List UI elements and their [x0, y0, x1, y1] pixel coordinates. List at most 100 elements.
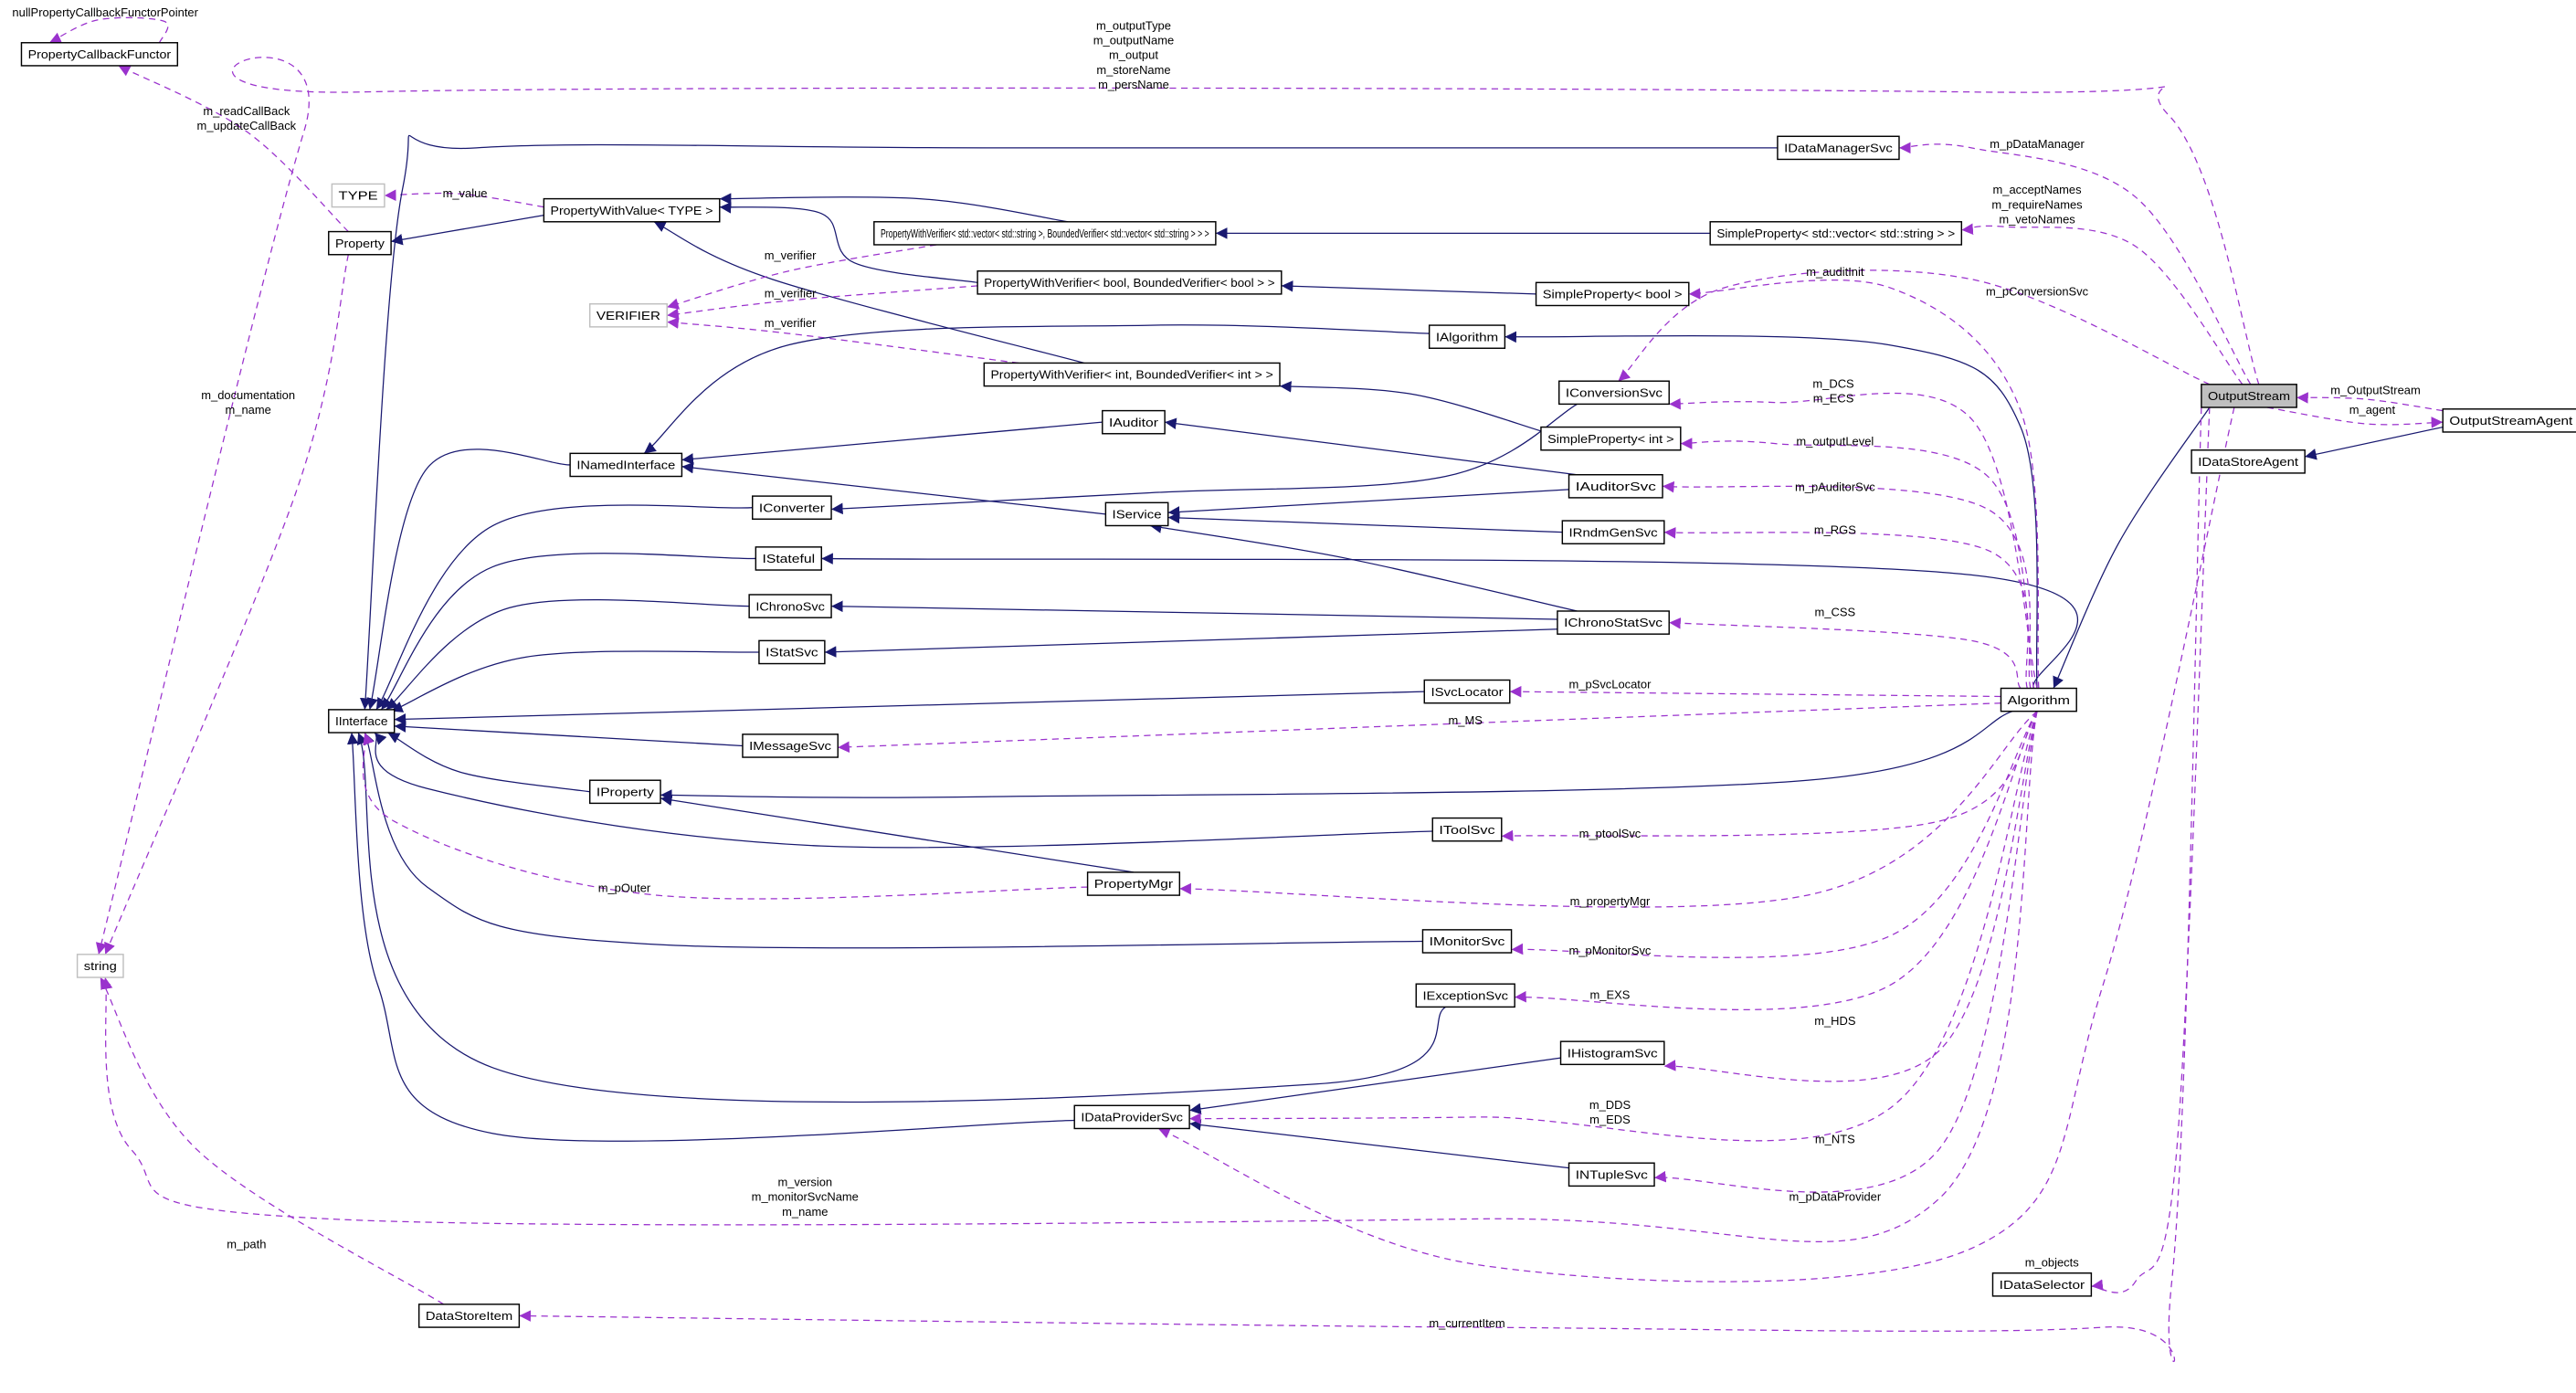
- class-node-box: [755, 546, 822, 571]
- class-node-box: [2000, 687, 2077, 712]
- class-node-verifier: VERIFIER: [588, 302, 668, 328]
- inheritance-edge-ialgorithm-to-inamedinterface: [643, 324, 1430, 454]
- inheritance-edge-ichronostatsvc-to-istatsvc: [824, 628, 1557, 658]
- class-node-itoolsvc[interactable]: IToolSvc: [1431, 817, 1503, 842]
- inheritance-edge-iauditorsvc-to-iservice: [1167, 489, 1569, 518]
- class-node-box: [1073, 1104, 1190, 1130]
- edge-label-m-ecs: m_ECS: [1813, 392, 1854, 406]
- class-node-iproperty[interactable]: IProperty: [588, 779, 661, 805]
- usage-edge-outputstream-to-idataprovidersvc: [1157, 406, 2235, 1282]
- class-node-ialgorithm[interactable]: IAlgorithm: [1428, 324, 1506, 349]
- inheritance-edge-outputstreamagent-to-idatastoreagent: [2305, 426, 2444, 460]
- class-node-iconverter[interactable]: IConverter: [752, 495, 832, 520]
- class-node-istatsvc[interactable]: IStatSvc: [758, 639, 826, 665]
- edge-label-m-name: m_name: [782, 1205, 828, 1219]
- class-node-label: IExceptionSvc: [1422, 988, 1508, 1002]
- class-node-propertymgr[interactable]: PropertyMgr: [1086, 871, 1181, 896]
- class-node-ichronosvc[interactable]: IChronoSvc: [748, 594, 832, 618]
- class-node-iinterface[interactable]: IInterface: [328, 709, 396, 733]
- class-node-ihistogramsvc[interactable]: IHistogramSvc: [1559, 1040, 1665, 1066]
- class-node-spint[interactable]: SimpleProperty< int >: [1540, 426, 1682, 451]
- class-node-imonitorsvc[interactable]: IMonitorSvc: [1421, 929, 1513, 954]
- class-node-label: IDataManagerSvc: [1784, 142, 1893, 155]
- inheritance-edge-isvclocator-to-iinterface: [394, 691, 1425, 725]
- class-node-isvclocator[interactable]: ISvcLocator: [1423, 679, 1511, 704]
- class-node-outputstreamagent[interactable]: OutputStreamAgent: [2442, 408, 2576, 433]
- class-node-imessagesvc[interactable]: IMessageSvc: [742, 733, 839, 758]
- inheritance-edge-propertymgr-to-iproperty: [660, 794, 1135, 873]
- usage-edge-algorithm-to-iconversionsvc: [1669, 392, 2038, 689]
- usage-edge-algorithm-to-iexceptionsvc: [1515, 711, 2038, 1011]
- inheritance-edge-iauditorsvc-to-iauditor: [1165, 417, 1578, 476]
- class-node-intuplesvc[interactable]: INTupleSvc: [1568, 1162, 1655, 1187]
- usage-edge-algorithm-to-propertymgr: [1179, 711, 2038, 908]
- class-node-inamedinterface[interactable]: INamedInterface: [569, 452, 683, 478]
- class-node-iconversionsvc[interactable]: IConversionSvc: [1558, 380, 1670, 406]
- usage-edge-outputstream-to-datastoreitem: [519, 406, 2202, 1362]
- class-node-label: IMessageSvc: [749, 739, 831, 753]
- edge-label-m-path: m_path: [227, 1238, 266, 1251]
- class-node-pwvint[interactable]: PropertyWithVerifier< int, BoundedVerifi…: [983, 362, 1281, 387]
- usage-edge-propertymgr-to-iinterface: [362, 732, 1088, 900]
- class-node-spbool[interactable]: SimpleProperty< bool >: [1535, 281, 1690, 307]
- edge-label-m-requirenames: m_requireNames: [1991, 197, 2082, 211]
- class-node-box: [1421, 929, 1513, 954]
- usage-edge-algorithm-to-idataprovidersvc: [1189, 711, 2038, 1142]
- edge-labels-layer: nullPropertyCallbackFunctorPointer m_read…: [12, 5, 2420, 1330]
- edge-label-m-pconversionsvc: m_pConversionSvc: [1986, 285, 2089, 299]
- class-node-box: [742, 733, 839, 758]
- class-node-iauditorsvc[interactable]: IAuditorSvc: [1568, 474, 1663, 499]
- class-node-box: [1423, 679, 1511, 704]
- class-node-spvec[interactable]: SimpleProperty< std::vector< std::string…: [1709, 221, 1963, 246]
- inheritance-edge-intuplesvc-to-idataprovidersvc: [1189, 1119, 1569, 1169]
- inheritance-edge-ichronostatsvc-to-ichronosvc: [831, 600, 1557, 620]
- class-node-idatamanagersvc[interactable]: IDataManagerSvc: [1777, 135, 1900, 161]
- class-node-box: [1104, 501, 1169, 527]
- class-node-idataselector[interactable]: IDataSelector: [1991, 1272, 2093, 1297]
- class-node-ichronostatsvc[interactable]: IChronoStatSvc: [1557, 610, 1670, 635]
- edge-label-m-storename: m_storeName: [1096, 63, 1170, 77]
- class-node-iauditor[interactable]: IAuditor: [1102, 409, 1166, 435]
- class-node-iexceptionsvc[interactable]: IExceptionSvc: [1415, 983, 1515, 1008]
- class-node-box: [76, 954, 124, 978]
- class-node-label: IDataSelector: [2000, 1278, 2085, 1292]
- class-node-pwvvec[interactable]: PropertyWithVerifier< std::vector< std::…: [873, 221, 1217, 246]
- class-node-label: IAlgorithm: [1436, 330, 1498, 343]
- class-node-idatastoreagent[interactable]: IDataStoreAgent: [2191, 449, 2306, 474]
- class-node-label: IProperty: [596, 785, 654, 798]
- class-node-box: [331, 183, 385, 208]
- inheritance-edge-pwv-to-property: [390, 214, 544, 246]
- class-node-algorithm[interactable]: Algorithm: [2000, 687, 2077, 712]
- class-node-property[interactable]: Property: [328, 230, 392, 256]
- class-node-idataprovidersvc[interactable]: IDataProviderSvc: [1073, 1104, 1190, 1130]
- class-node-label: DataStoreItem: [426, 1309, 512, 1323]
- class-node-label: TYPE: [339, 189, 378, 203]
- inheritance-edge-imessagesvc-to-iinterface: [394, 721, 743, 747]
- class-node-box: [1086, 871, 1181, 896]
- inheritance-edge-iconverter-to-iinterface: [375, 504, 753, 711]
- edge-label-m-ms: m_MS: [1449, 713, 1483, 727]
- class-node-irndmgensvc[interactable]: IRndmGenSvc: [1561, 520, 1665, 544]
- usage-edge-algorithm-to-intuplesvc: [1653, 711, 2038, 1193]
- class-node-istateful[interactable]: IStateful: [755, 546, 822, 571]
- class-node-propertycallbackfunctor[interactable]: PropertyCallbackFunctor: [20, 42, 179, 67]
- edge-label-m-name: m_name: [225, 403, 270, 417]
- edge-label-m-hds: m_HDS: [1814, 1014, 1856, 1028]
- class-node-box: [328, 230, 392, 256]
- usage-edge-pwvvec-to-verifier: [667, 244, 937, 310]
- edge-label-m-dcs: m_DCS: [1812, 376, 1854, 390]
- class-node-box: [873, 221, 1217, 246]
- edge-label-m-outputstream: m_OutputStream: [2330, 384, 2421, 397]
- class-node-outputstream[interactable]: OutputStream: [2201, 384, 2297, 408]
- class-node-iservice[interactable]: IService: [1104, 501, 1169, 527]
- class-node-pwvbool[interactable]: PropertyWithVerifier< bool, BoundedVerif…: [977, 270, 1283, 295]
- class-node-pwv[interactable]: PropertyWithValue< TYPE >: [543, 197, 721, 223]
- inheritance-edge-iexceptionsvc-to-iinterface: [356, 732, 1446, 1103]
- edge-label-m-verifier: m_verifier: [765, 316, 817, 330]
- inheritance-edge-algorithm-to-ialgorithm: [1504, 331, 2038, 689]
- usage-edge-algorithm-to-irndmgensvc: [1663, 527, 2029, 689]
- edge-label-m-version: m_version: [777, 1175, 832, 1188]
- class-node-datastoreitem[interactable]: DataStoreItem: [417, 1303, 521, 1328]
- edge-label-m-exs: m_EXS: [1590, 987, 1631, 1001]
- usage-edge-algorithm-to-spint: [1680, 438, 2035, 689]
